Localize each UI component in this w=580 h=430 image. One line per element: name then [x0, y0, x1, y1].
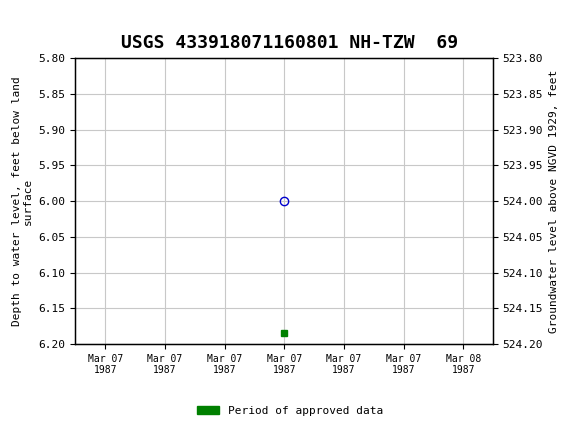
Text: ▒USGS: ▒USGS: [12, 10, 78, 35]
Text: USGS 433918071160801 NH-TZW  69: USGS 433918071160801 NH-TZW 69: [121, 34, 459, 52]
Legend: Period of approved data: Period of approved data: [193, 401, 387, 420]
Y-axis label: Depth to water level, feet below land
surface: Depth to water level, feet below land su…: [12, 76, 33, 326]
Y-axis label: Groundwater level above NGVD 1929, feet: Groundwater level above NGVD 1929, feet: [549, 69, 559, 333]
